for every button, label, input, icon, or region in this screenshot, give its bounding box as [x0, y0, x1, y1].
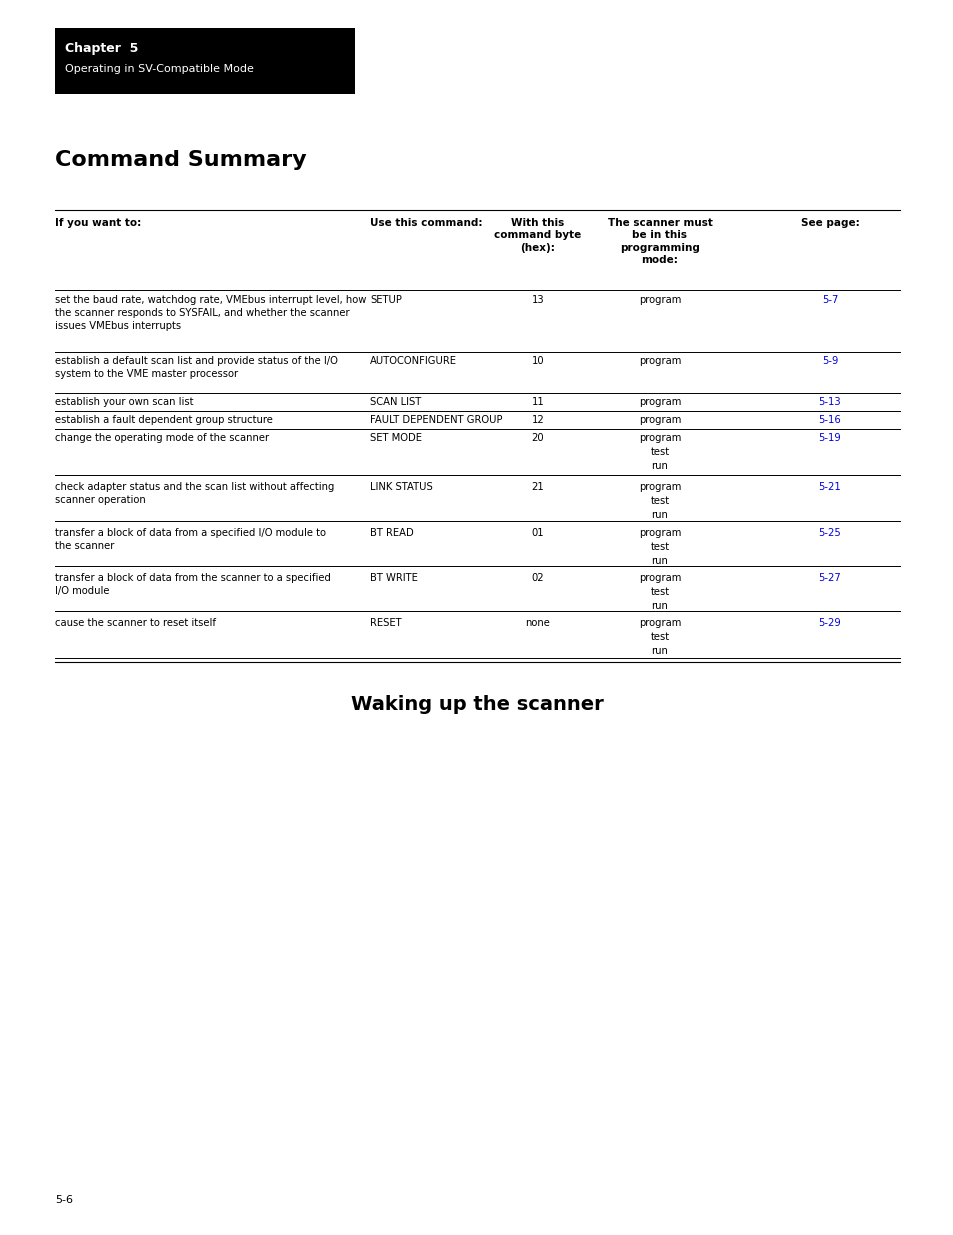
Text: change the operating mode of the scanner: change the operating mode of the scanner — [55, 433, 269, 443]
Text: SETUP: SETUP — [370, 295, 401, 305]
Text: transfer a block of data from a specified I/O module to
the scanner: transfer a block of data from a specifie… — [55, 529, 326, 551]
Text: 5-13: 5-13 — [818, 396, 841, 408]
Text: 5-29: 5-29 — [818, 618, 841, 629]
Text: FAULT DEPENDENT GROUP: FAULT DEPENDENT GROUP — [370, 415, 502, 425]
Text: establish a fault dependent group structure: establish a fault dependent group struct… — [55, 415, 273, 425]
Text: 21: 21 — [531, 482, 544, 492]
Text: transfer a block of data from the scanner to a specified
I/O module: transfer a block of data from the scanne… — [55, 573, 331, 595]
Text: program
test
run: program test run — [639, 618, 680, 656]
Text: SET MODE: SET MODE — [370, 433, 421, 443]
Text: 11: 11 — [531, 396, 544, 408]
Text: 20: 20 — [531, 433, 544, 443]
Text: 5-16: 5-16 — [818, 415, 841, 425]
Text: establish a default scan list and provide status of the I/O
system to the VME ma: establish a default scan list and provid… — [55, 356, 337, 379]
Text: Waking up the scanner: Waking up the scanner — [351, 695, 602, 714]
Text: check adapter status and the scan list without affecting
scanner operation: check adapter status and the scan list w… — [55, 482, 334, 505]
Text: 01: 01 — [531, 529, 544, 538]
Text: establish your own scan list: establish your own scan list — [55, 396, 193, 408]
Text: program: program — [639, 295, 680, 305]
Text: program: program — [639, 415, 680, 425]
Text: 10: 10 — [531, 356, 544, 366]
Text: Command Summary: Command Summary — [55, 149, 306, 170]
Text: program: program — [639, 396, 680, 408]
Text: AUTOCONFIGURE: AUTOCONFIGURE — [370, 356, 456, 366]
Text: 12: 12 — [531, 415, 544, 425]
Text: 5-19: 5-19 — [818, 433, 841, 443]
Text: program
test
run: program test run — [639, 482, 680, 520]
Text: 5-9: 5-9 — [821, 356, 838, 366]
Text: cause the scanner to reset itself: cause the scanner to reset itself — [55, 618, 215, 629]
Text: 02: 02 — [531, 573, 544, 583]
Text: 13: 13 — [531, 295, 544, 305]
Text: Use this command:: Use this command: — [370, 219, 482, 228]
Text: none: none — [525, 618, 550, 629]
Text: With this
command byte
(hex):: With this command byte (hex): — [494, 219, 581, 253]
Text: 5-21: 5-21 — [818, 482, 841, 492]
Text: program
test
run: program test run — [639, 433, 680, 471]
Text: LINK STATUS: LINK STATUS — [370, 482, 433, 492]
Text: BT READ: BT READ — [370, 529, 414, 538]
Text: program: program — [639, 356, 680, 366]
Text: RESET: RESET — [370, 618, 401, 629]
Text: See page:: See page: — [800, 219, 859, 228]
Text: SCAN LIST: SCAN LIST — [370, 396, 421, 408]
Text: 5-27: 5-27 — [818, 573, 841, 583]
Text: Operating in SV-Compatible Mode: Operating in SV-Compatible Mode — [65, 64, 253, 74]
Text: If you want to:: If you want to: — [55, 219, 141, 228]
Text: 5-6: 5-6 — [55, 1195, 73, 1205]
Bar — [55, 28, 355, 94]
Text: set the baud rate, watchdog rate, VMEbus interrupt level, how
the scanner respon: set the baud rate, watchdog rate, VMEbus… — [55, 295, 366, 331]
Text: program
test
run: program test run — [639, 529, 680, 566]
Text: 5-25: 5-25 — [818, 529, 841, 538]
Text: Chapter  5: Chapter 5 — [65, 42, 138, 56]
Text: program
test
run: program test run — [639, 573, 680, 611]
Text: The scanner must
be in this
programming
mode:: The scanner must be in this programming … — [607, 219, 712, 266]
Text: BT WRITE: BT WRITE — [370, 573, 417, 583]
Text: 5-7: 5-7 — [821, 295, 838, 305]
